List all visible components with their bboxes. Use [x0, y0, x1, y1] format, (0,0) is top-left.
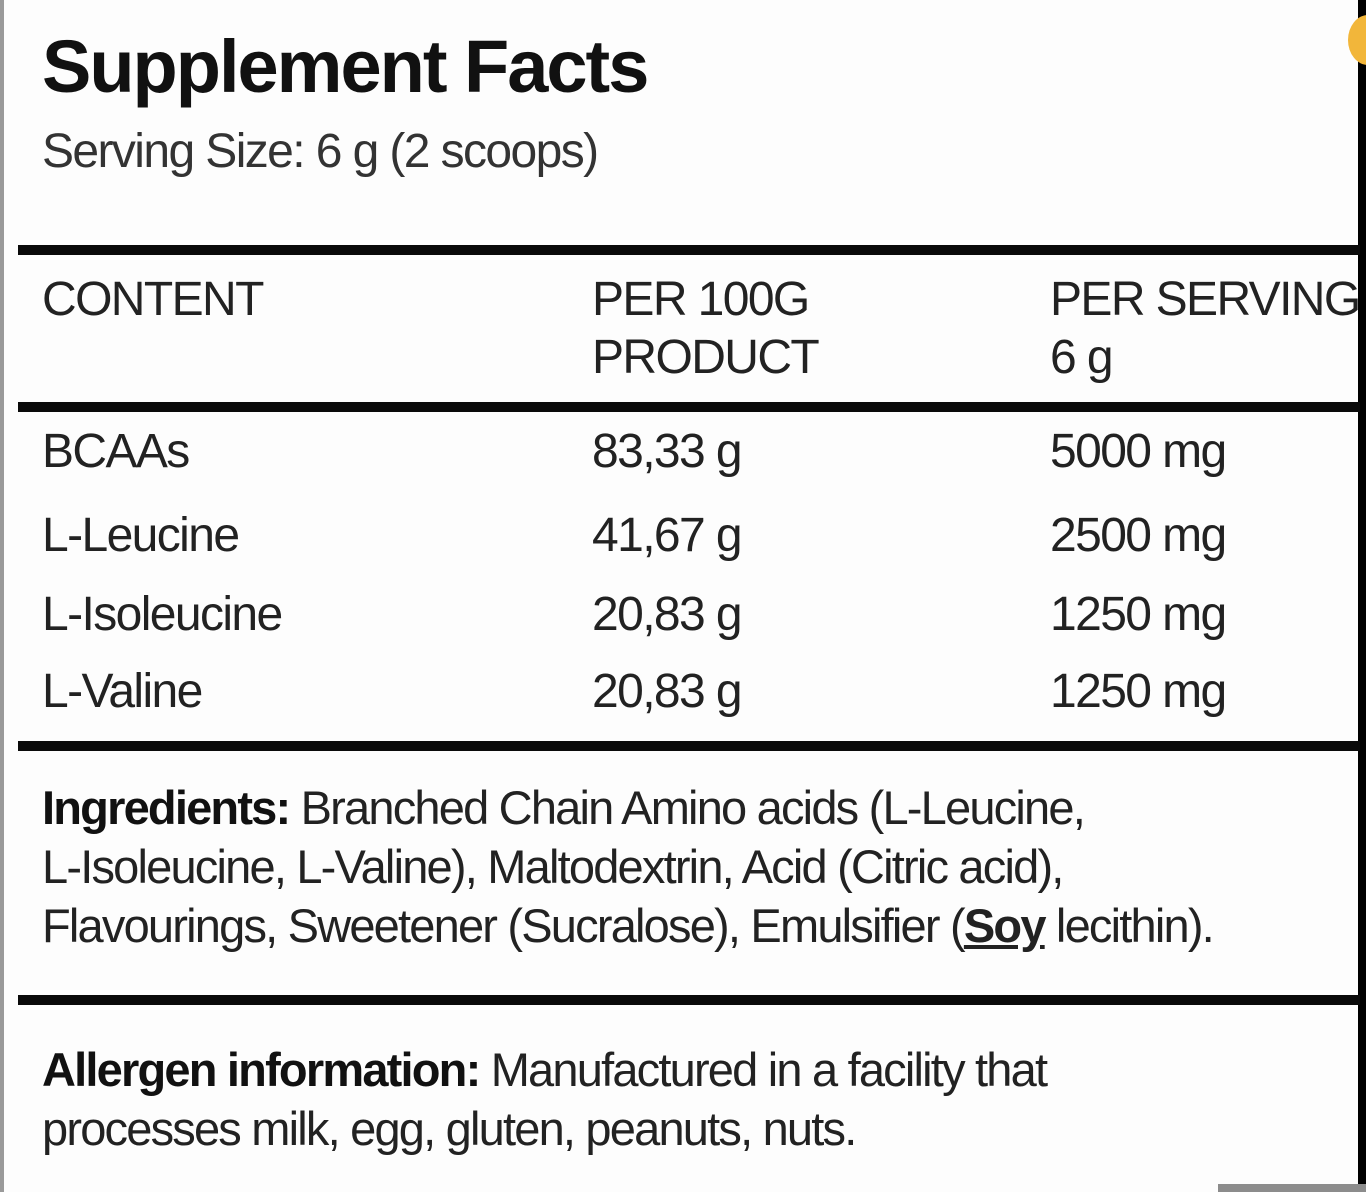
header-perserving-line1: PER SERVING: [1050, 273, 1361, 326]
row-name: BCAAs: [42, 425, 190, 478]
allergen-text: processes milk, egg, gluten, peanuts, nu…: [42, 1102, 857, 1155]
ingredients-text: L-Isoleucine, L-Valine), Maltodextrin, A…: [42, 840, 1064, 893]
accent-dot: [1348, 15, 1366, 65]
row-serving: 1250 mg: [1050, 588, 1227, 641]
ingredients-text: Flavourings, Sweetener (Sucralose), Emul…: [42, 899, 966, 952]
divider: [18, 995, 1360, 1005]
ingredients-text: lecithin).: [1044, 899, 1215, 952]
page-title: Supplement Facts: [42, 25, 649, 108]
header-perserving-line2: 6 g: [1050, 331, 1114, 384]
right-border: [1358, 0, 1366, 1192]
ingredients-label: Ingredients:: [42, 781, 291, 834]
row-serving: 5000 mg: [1050, 425, 1227, 478]
header-per100-line1: PER 100G: [592, 273, 810, 326]
left-border: [0, 0, 4, 1192]
divider: [18, 245, 1360, 255]
ingredients-text: Branched Chain Amino acids (L-Leucine,: [289, 781, 1086, 834]
allergen-label: Allergen information:: [42, 1043, 481, 1096]
divider: [18, 402, 1360, 412]
row-serving: 2500 mg: [1050, 509, 1227, 562]
row-per100: 41,67 g: [592, 509, 743, 562]
serving-size: Serving Size: 6 g (2 scoops): [42, 125, 599, 178]
header-content: CONTENT: [42, 273, 264, 326]
bottom-bar: [1218, 1184, 1366, 1192]
row-name: L-Leucine: [42, 509, 240, 562]
row-name: L-Valine: [42, 665, 203, 718]
allergen-highlight: Soy: [963, 899, 1047, 952]
row-per100: 83,33 g: [592, 425, 743, 478]
row-per100: 20,83 g: [592, 665, 743, 718]
row-name: L-Isoleucine: [42, 588, 283, 641]
ingredients-section: Ingredients: Branched Chain Amino acids …: [42, 778, 1215, 955]
row-per100: 20,83 g: [592, 588, 743, 641]
header-per100-line2: PRODUCT: [592, 331, 820, 384]
row-serving: 1250 mg: [1050, 665, 1227, 718]
allergen-section: Allergen information: Manufactured in a …: [42, 1040, 1048, 1158]
divider: [18, 741, 1360, 751]
allergen-text: Manufactured in a facility that: [479, 1043, 1048, 1096]
